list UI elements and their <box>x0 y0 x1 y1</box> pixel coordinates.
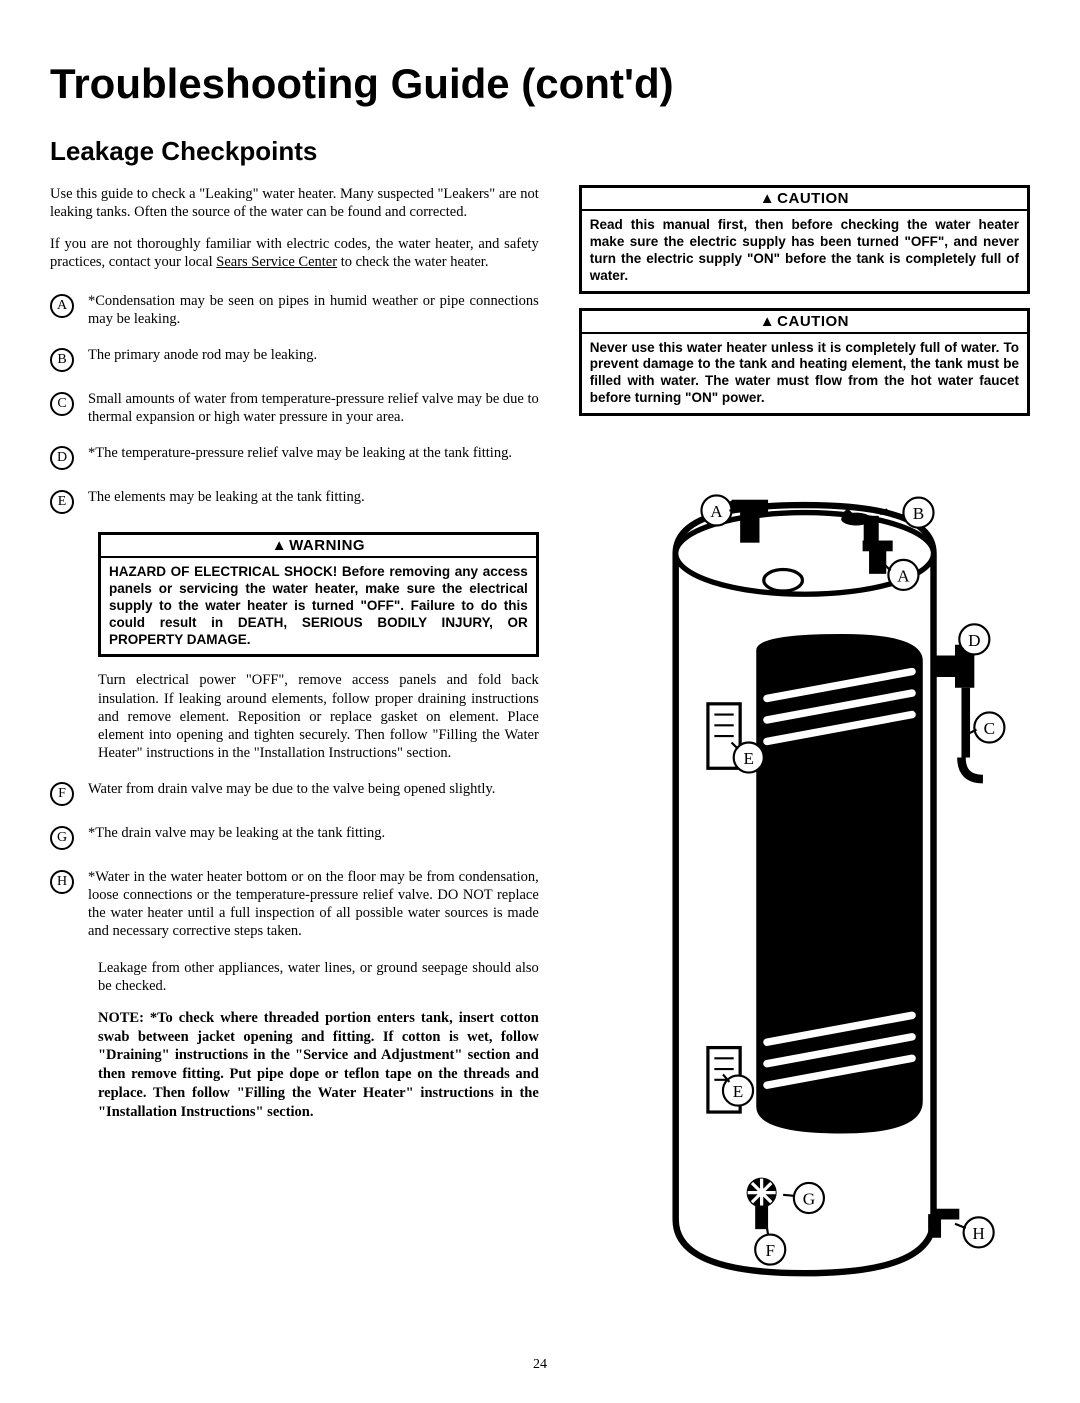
checkpoint-a-text: *Condensation may be seen on pipes in hu… <box>88 292 539 328</box>
diagram-label-a: A <box>710 502 723 521</box>
checkpoint-c: C Small amounts of water from temperatur… <box>50 390 539 426</box>
letter-f-icon: F <box>50 782 74 806</box>
checkpoint-h: H *Water in the water heater bottom or o… <box>50 868 539 941</box>
caution-box-2: ▲CAUTION Never use this water heater unl… <box>579 308 1030 417</box>
checkpoint-f-text: Water from drain valve may be due to the… <box>88 780 495 798</box>
right-column: ▲CAUTION Read this manual first, then be… <box>579 185 1030 1332</box>
water-heater-diagram: A B A D C E <box>579 446 1030 1332</box>
letter-e-icon: E <box>50 490 74 514</box>
letter-h-icon: H <box>50 870 74 894</box>
note-paragraph: NOTE: *To check where threaded portion e… <box>98 1009 539 1122</box>
leakage-other-paragraph: Leakage from other appliances, water lin… <box>98 959 539 995</box>
letter-g-icon: G <box>50 826 74 850</box>
caution-triangle-icon: ▲ <box>760 190 775 207</box>
warning-box: ▲WARNING HAZARD OF ELECTRICAL SHOCK! Bef… <box>98 532 539 657</box>
checkpoint-c-text: Small amounts of water from temperature-… <box>88 390 539 426</box>
checkpoint-list: A *Condensation may be seen on pipes in … <box>50 292 539 1122</box>
warning-header: ▲WARNING <box>101 535 536 558</box>
diagram-label-g: G <box>802 1189 814 1208</box>
diagram-label-c: C <box>983 719 994 738</box>
caution-2-header-text: CAUTION <box>777 313 849 330</box>
checkpoint-e: E The elements may be leaking at the tan… <box>50 488 539 514</box>
diagram-label-e1: E <box>743 749 754 768</box>
checkpoint-a: A *Condensation may be seen on pipes in … <box>50 292 539 328</box>
checkpoint-h-text: *Water in the water heater bottom or on … <box>88 868 539 941</box>
caution-box-1: ▲CAUTION Read this manual first, then be… <box>579 185 1030 294</box>
caution-1-header-text: CAUTION <box>777 190 849 207</box>
checkpoint-g: G *The drain valve may be leaking at the… <box>50 824 539 850</box>
after-warning-paragraph: Turn electrical power "OFF", remove acce… <box>98 671 539 762</box>
heater-svg: A B A D C E <box>579 446 1030 1327</box>
checkpoint-f: F Water from drain valve may be due to t… <box>50 780 539 806</box>
caution-1-body: Read this manual first, then before chec… <box>582 211 1027 291</box>
checkpoint-e-text: The elements may be leaking at the tank … <box>88 488 365 506</box>
warning-triangle-icon: ▲ <box>272 537 287 554</box>
intro2-text-b: to check the water heater. <box>337 254 488 270</box>
intro-paragraph-1: Use this guide to check a "Leaking" wate… <box>50 185 539 221</box>
page-number: 24 <box>533 1357 547 1373</box>
diagram-label-e2: E <box>733 1082 744 1101</box>
caution-triangle-icon-2: ▲ <box>760 313 775 330</box>
checkpoint-g-text: *The drain valve may be leaking at the t… <box>88 824 385 842</box>
letter-b-icon: B <box>50 348 74 372</box>
intro-paragraph-2: If you are not thoroughly familiar with … <box>50 235 539 271</box>
checkpoint-b: B The primary anode rod may be leaking. <box>50 346 539 372</box>
caution-2-header: ▲CAUTION <box>582 311 1027 334</box>
two-column-layout: Use this guide to check a "Leaking" wate… <box>50 185 1030 1332</box>
checkpoint-b-text: The primary anode rod may be leaking. <box>88 346 317 364</box>
caution-2-body: Never use this water heater unless it is… <box>582 334 1027 414</box>
diagram-label-f: F <box>765 1241 775 1260</box>
diagram-label-a2: A <box>897 566 910 585</box>
letter-c-icon: C <box>50 392 74 416</box>
checkpoint-d: D *The temperature-pressure relief valve… <box>50 444 539 470</box>
diagram-label-h: H <box>972 1224 984 1243</box>
checkpoint-d-text: *The temperature-pressure relief valve m… <box>88 444 512 462</box>
letter-d-icon: D <box>50 446 74 470</box>
diagram-label-d: D <box>968 631 980 650</box>
page-title: Troubleshooting Guide (cont'd) <box>50 60 1030 108</box>
caution-1-header: ▲CAUTION <box>582 188 1027 211</box>
diagram-label-b: B <box>913 504 924 523</box>
sears-service-center-link: Sears Service Center <box>216 254 337 270</box>
left-column: Use this guide to check a "Leaking" wate… <box>50 185 539 1332</box>
warning-body: HAZARD OF ELECTRICAL SHOCK! Before remov… <box>101 558 536 654</box>
letter-a-icon: A <box>50 294 74 318</box>
warning-header-text: WARNING <box>289 537 365 554</box>
section-title: Leakage Checkpoints <box>50 136 1030 167</box>
